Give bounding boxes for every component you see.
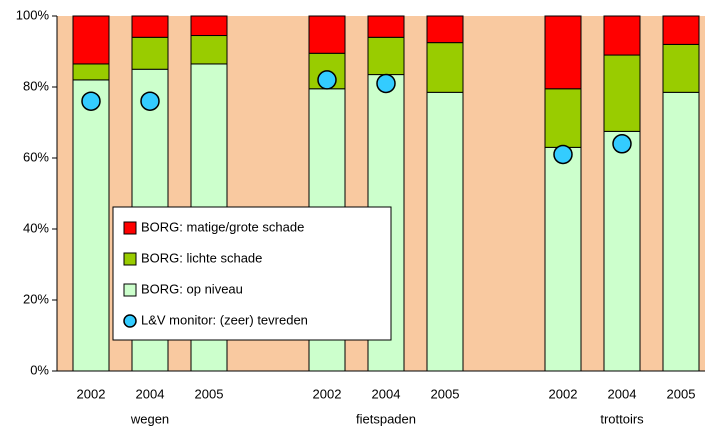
bar-segment bbox=[426, 15, 464, 44]
bar-segment bbox=[544, 15, 582, 90]
y-tick-label: 80% bbox=[23, 78, 49, 93]
bar-segment bbox=[426, 91, 464, 372]
bar-segment bbox=[367, 15, 405, 38]
bar-segment bbox=[72, 15, 110, 65]
y-tick-label: 100% bbox=[16, 7, 50, 22]
y-tick-label: 40% bbox=[23, 220, 49, 235]
bar-segment bbox=[367, 36, 405, 76]
bar-segment bbox=[426, 42, 464, 93]
x-tick-label: 2002 bbox=[313, 386, 342, 401]
legend-label: BORG: op niveau bbox=[141, 281, 243, 296]
x-tick-label: 2002 bbox=[549, 386, 578, 401]
y-tick-label: 0% bbox=[30, 362, 49, 377]
bar-segment bbox=[190, 35, 228, 65]
x-tick-label: 2004 bbox=[608, 386, 637, 401]
marker bbox=[612, 134, 632, 154]
legend-swatch bbox=[123, 283, 137, 297]
y-tick-label: 20% bbox=[23, 291, 49, 306]
group-label: wegen bbox=[130, 411, 169, 426]
legend-label: BORG: lichte schade bbox=[141, 250, 262, 265]
bar-segment bbox=[603, 15, 641, 56]
x-tick-label: 2005 bbox=[431, 386, 460, 401]
bar-segment bbox=[662, 91, 700, 372]
bar-segment bbox=[662, 15, 700, 45]
x-tick-label: 2005 bbox=[667, 386, 696, 401]
bar-segment bbox=[603, 130, 641, 372]
bar-segment bbox=[544, 88, 582, 148]
marker bbox=[140, 91, 160, 111]
legend-box bbox=[112, 206, 392, 341]
legend-label: BORG: matige/grote schade bbox=[141, 219, 304, 234]
bar-segment bbox=[662, 43, 700, 93]
marker bbox=[317, 70, 337, 90]
bar-segment bbox=[72, 79, 110, 372]
group-label: trottoirs bbox=[600, 411, 644, 426]
bar-segment bbox=[544, 146, 582, 372]
x-tick-label: 2005 bbox=[195, 386, 224, 401]
bar-segment bbox=[603, 54, 641, 132]
bar-segment bbox=[131, 36, 169, 70]
marker bbox=[81, 91, 101, 111]
marker bbox=[553, 144, 573, 165]
bar-segment bbox=[308, 15, 346, 54]
x-tick-label: 2004 bbox=[136, 386, 165, 401]
legend: BORG: matige/grote schade BORG: lichte sc… bbox=[112, 206, 392, 341]
legend-marker bbox=[123, 314, 137, 328]
bar-segment bbox=[72, 63, 110, 81]
legend-label: L&V monitor: (zeer) tevreden bbox=[141, 312, 308, 327]
legend-swatch bbox=[123, 221, 137, 235]
legend-swatch bbox=[123, 252, 137, 266]
bar-segment bbox=[190, 15, 228, 37]
y-tick-label: 60% bbox=[23, 149, 49, 164]
marker bbox=[376, 73, 396, 94]
bar-segment bbox=[131, 15, 169, 38]
x-tick-label: 2004 bbox=[372, 386, 401, 401]
x-tick-label: 2002 bbox=[77, 386, 106, 401]
group-label: fietspaden bbox=[356, 411, 416, 426]
